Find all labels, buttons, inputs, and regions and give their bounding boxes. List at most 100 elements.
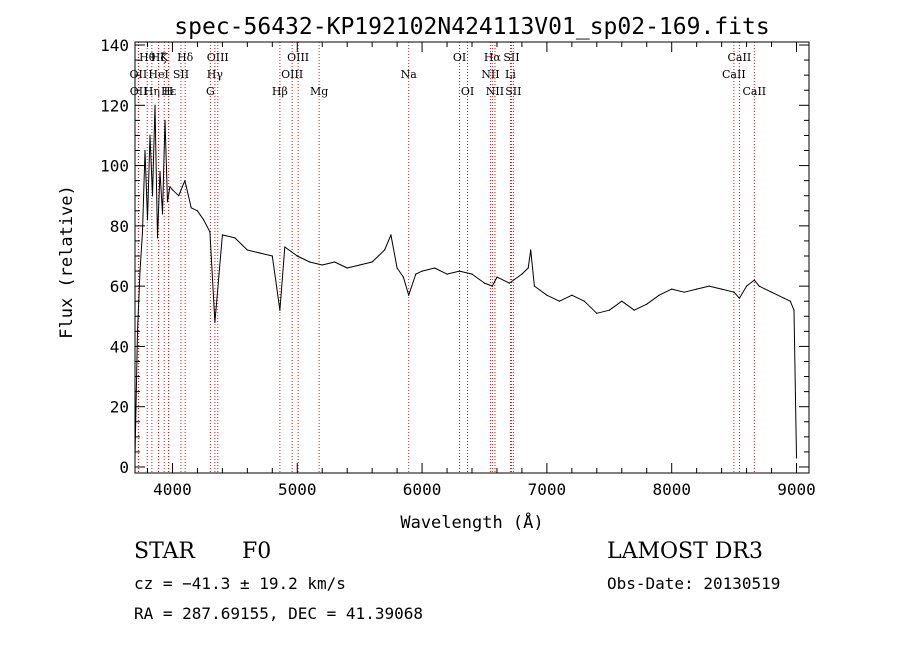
data-point-0-38 [384, 249, 386, 251]
data-point-0-51 [496, 276, 498, 278]
data-point-0-29 [284, 246, 286, 248]
data-point-0-62 [608, 309, 610, 311]
data-point-0-20 [203, 219, 205, 221]
marker-label-25: SII [505, 85, 521, 98]
data-point-0-5 [146, 219, 149, 221]
marker-label-5: Hζ [151, 51, 167, 64]
x-tick-label-1: 5000 [278, 480, 317, 499]
data-point-0-48 [471, 273, 473, 275]
data-point-0-7 [151, 195, 154, 197]
y-tick-label-2: 40 [110, 337, 129, 356]
x-tick-label-2: 6000 [403, 480, 442, 499]
data-point-0-47 [458, 270, 461, 272]
data-point-0-60 [583, 300, 585, 302]
data-point-0-72 [733, 291, 735, 293]
chart-title: spec-56432-KP192102N424113V01_sp02-169.f… [174, 14, 769, 40]
y-tick-label-6: 120 [100, 96, 129, 115]
marker-label-27: CaII [728, 51, 752, 64]
marker-label-29: CaII [742, 85, 766, 98]
data-point-0-27 [271, 255, 273, 257]
observation-date: Obs-Date: 20130519 [607, 574, 781, 593]
marker-label-4: HeI [148, 68, 168, 81]
y-axis-label: Flux (relative) [57, 185, 77, 339]
marker-label-7: SII [173, 68, 189, 81]
redshift-value: cz = −41.3 ± 19.2 km/s [134, 574, 346, 593]
object-class: STAR [134, 539, 195, 564]
data-point-0-11 [161, 213, 164, 215]
data-point-0-79 [789, 300, 791, 302]
data-point-0-25 [246, 249, 248, 251]
data-point-0-53 [521, 273, 523, 275]
data-point-0-21 [209, 231, 211, 233]
data-point-0-17 [184, 180, 186, 182]
marker-label-28: CaII [722, 68, 746, 81]
marker-label-20: OI [461, 85, 474, 98]
y-tick-label-5: 100 [100, 157, 129, 176]
data-point-0-54 [527, 267, 529, 269]
y-tick-label-3: 60 [110, 277, 129, 296]
data-point-0-14 [169, 186, 171, 188]
data-point-0-67 [671, 288, 673, 290]
data-point-0-80 [793, 309, 795, 311]
object-subclass: F0 [242, 539, 272, 564]
data-point-0-63 [621, 300, 623, 302]
marker-label-1: OII [130, 85, 148, 98]
y-tick-label-0: 0 [119, 458, 129, 477]
data-point-0-71 [721, 288, 723, 290]
x-tick-label-0: 4000 [153, 480, 192, 499]
marker-label-26: Li [505, 68, 516, 81]
series-layer [134, 104, 798, 459]
marker-label-19: OI [453, 51, 466, 64]
data-point-0-78 [783, 297, 785, 299]
data-point-0-64 [633, 309, 635, 311]
data-point-0-37 [377, 255, 379, 257]
data-point-0-34 [346, 267, 348, 269]
marker-label-9: Hε [161, 85, 177, 98]
data-point-0-55 [530, 249, 532, 251]
data-point-0-12 [164, 119, 166, 121]
data-point-0-19 [196, 210, 198, 212]
data-point-0-66 [658, 294, 660, 296]
data-point-0-39 [390, 234, 392, 236]
data-point-0-8 [154, 104, 156, 106]
data-point-0-59 [571, 294, 573, 296]
data-point-0-58 [558, 300, 561, 302]
data-point-0-49 [483, 282, 486, 284]
data-point-0-61 [596, 312, 598, 314]
data-point-0-41 [402, 276, 404, 278]
marker-label-15: OIII [287, 51, 309, 64]
x-tick-label-3: 7000 [528, 480, 567, 499]
data-point-0-75 [753, 279, 755, 281]
x-tick-label-5: 9000 [777, 480, 816, 499]
marker-label-17: Mg [310, 85, 328, 98]
plot-frame [134, 41, 810, 474]
data-point-0-73 [738, 297, 741, 299]
data-point-0-35 [359, 264, 361, 266]
marker-label-6: K [160, 51, 169, 64]
marker-label-21: Hα [484, 51, 502, 64]
data-point-0-24 [234, 237, 236, 239]
data-point-0-40 [396, 267, 398, 269]
data-point-0-6 [149, 134, 151, 136]
data-point-0-4 [144, 149, 146, 152]
y-tick-label-4: 80 [110, 217, 129, 236]
data-point-0-3 [141, 231, 144, 233]
data-point-0-52 [508, 282, 510, 284]
data-point-0-68 [683, 291, 685, 293]
marker-label-13: G [206, 85, 215, 98]
marker-label-24: SII [503, 51, 519, 64]
data-point-0-45 [434, 267, 436, 269]
data-point-0-74 [746, 285, 748, 287]
data-point-0-15 [171, 189, 173, 191]
y-tick-label-7: 140 [100, 36, 129, 55]
data-point-0-57 [546, 294, 548, 296]
marker-label-3: Hη [144, 85, 160, 98]
y-tick-label-1: 20 [110, 398, 129, 417]
marker-label-16: OIII [281, 68, 303, 81]
data-point-0-16 [178, 195, 180, 197]
marker-label-11: OIII [207, 51, 229, 64]
data-point-0-50 [491, 285, 493, 287]
x-axis-label: Wavelength (Å) [400, 511, 543, 533]
data-point-0-46 [446, 273, 448, 275]
